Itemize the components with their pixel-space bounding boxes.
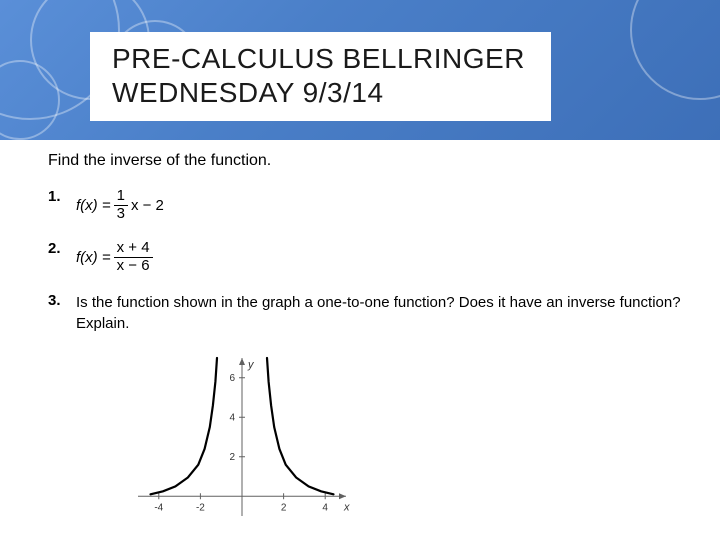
- problem-number: 1.: [48, 188, 76, 205]
- denominator: x − 6: [114, 258, 153, 275]
- problem-1: 1. f(x) = 1 3 x − 2: [48, 188, 692, 222]
- svg-text:x: x: [343, 501, 350, 513]
- problem-expression: f(x) = 1 3 x − 2: [76, 188, 164, 222]
- svg-text:2: 2: [281, 502, 287, 513]
- svg-text:6: 6: [229, 373, 235, 384]
- fraction: 1 3: [114, 188, 128, 222]
- header: PRE-CALCULUS BELLRINGER WEDNESDAY 9/3/14: [0, 0, 720, 140]
- title-line-2: WEDNESDAY 9/3/14: [112, 77, 384, 108]
- denominator: 3: [114, 206, 128, 223]
- graph-svg: -4 -2 2 4 2 4 6 x y: [132, 352, 352, 522]
- problem-text: Is the function shown in the graph a one…: [76, 292, 692, 334]
- lhs: f(x) =: [76, 195, 111, 216]
- problem-number: 3.: [48, 292, 76, 309]
- svg-text:-4: -4: [154, 502, 163, 513]
- tail: x − 2: [131, 195, 164, 216]
- graph: -4 -2 2 4 2 4 6 x y: [132, 352, 692, 527]
- svg-text:-2: -2: [196, 502, 205, 513]
- numerator: x + 4: [114, 240, 153, 258]
- svg-text:2: 2: [229, 452, 235, 463]
- svg-text:y: y: [247, 359, 255, 371]
- lhs: f(x) =: [76, 247, 111, 268]
- svg-text:4: 4: [322, 502, 328, 513]
- content-area: Find the inverse of the function. 1. f(x…: [0, 140, 720, 527]
- problem-3: 3. Is the function shown in the graph a …: [48, 292, 692, 334]
- numerator: 1: [114, 188, 128, 206]
- svg-text:4: 4: [229, 412, 235, 423]
- title-line-1: PRE-CALCULUS BELLRINGER: [112, 43, 525, 74]
- slide-title: PRE-CALCULUS BELLRINGER WEDNESDAY 9/3/14: [90, 32, 551, 121]
- problem-2: 2. f(x) = x + 4 x − 6: [48, 240, 692, 274]
- instruction-text: Find the inverse of the function.: [48, 152, 692, 170]
- problem-expression: f(x) = x + 4 x − 6: [76, 240, 156, 274]
- fraction: x + 4 x − 6: [114, 240, 153, 274]
- problem-number: 2.: [48, 240, 76, 257]
